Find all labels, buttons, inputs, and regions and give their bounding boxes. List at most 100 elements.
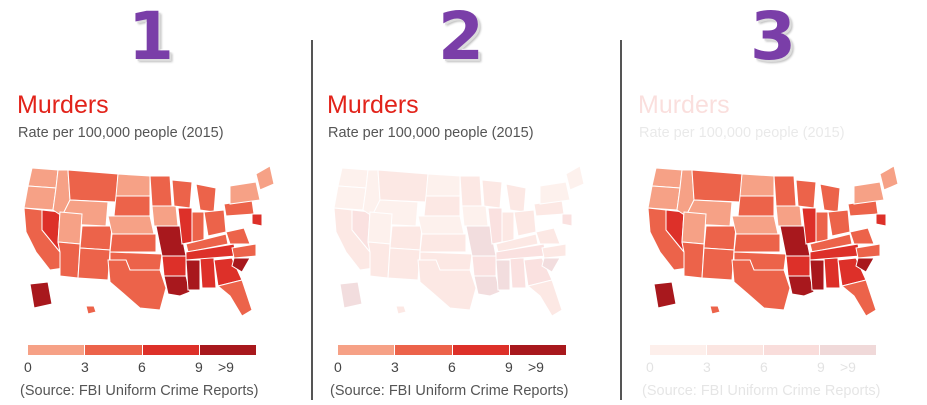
state-shape <box>109 233 157 253</box>
state-shape <box>731 215 779 235</box>
state-shape <box>149 175 173 207</box>
legend-color-bar <box>650 345 876 355</box>
state-shape <box>691 169 743 203</box>
state-shape <box>875 213 887 227</box>
state-shape <box>67 169 119 203</box>
us-choropleth-map <box>333 165 585 317</box>
state-shape <box>362 169 381 217</box>
state-shape <box>651 167 683 189</box>
state-shape <box>787 275 815 297</box>
legend-tick: 3 <box>391 359 399 375</box>
state-shape <box>739 173 775 197</box>
state-shape <box>815 211 829 243</box>
state-shape <box>827 209 851 237</box>
state-shape <box>495 233 539 253</box>
state-shape <box>526 279 563 317</box>
state-shape <box>487 207 503 245</box>
state-shape <box>225 227 251 245</box>
state-shape <box>339 281 363 309</box>
state-shape <box>465 225 497 257</box>
state-shape <box>523 257 553 287</box>
state-shape <box>773 175 797 207</box>
legend-ticks: 0 3 6 9 >9 <box>334 359 578 376</box>
state-shape <box>533 199 565 217</box>
source-note: (Source: FBI Uniform Crime Reports) <box>20 383 259 399</box>
legend-tick: 9 <box>195 359 203 375</box>
state-shape <box>195 183 217 213</box>
state-shape <box>701 247 735 281</box>
state-shape <box>395 305 407 315</box>
legend-bin-gt9 <box>199 345 256 355</box>
legend-bin-6-9 <box>763 345 821 355</box>
legend-bin-0-3 <box>650 345 707 355</box>
state-shape <box>471 255 497 277</box>
legend-tick: 6 <box>138 359 146 375</box>
state-shape <box>419 251 473 271</box>
state-shape <box>57 241 81 279</box>
state-shape <box>495 243 547 261</box>
legend-tick: 9 <box>817 359 825 375</box>
legend-tick: 0 <box>334 359 342 375</box>
state-shape <box>337 167 369 189</box>
state-shape <box>481 179 503 209</box>
map-subtitle: Rate per 100,000 people (2015) <box>18 125 224 141</box>
state-shape <box>539 181 571 205</box>
state-shape <box>561 213 573 227</box>
state-shape <box>819 183 841 213</box>
state-shape <box>371 199 419 227</box>
legend-tick: 0 <box>24 359 32 375</box>
state-shape <box>840 279 877 317</box>
map-subtitle: Rate per 100,000 people (2015) <box>639 125 845 141</box>
state-shape <box>367 211 393 245</box>
state-shape <box>29 281 53 309</box>
state-shape <box>461 205 489 227</box>
state-shape <box>389 225 423 251</box>
state-shape <box>731 259 791 311</box>
state-shape <box>795 179 817 209</box>
legend-bin-0-3 <box>338 345 396 355</box>
state-shape <box>879 165 899 191</box>
legend-color-bar <box>28 345 256 355</box>
legend-bin-gt9 <box>820 345 876 355</box>
state-shape <box>541 257 561 273</box>
state-shape <box>495 259 511 291</box>
state-shape <box>501 211 515 243</box>
state-shape <box>231 257 251 273</box>
panel-number: 3 <box>750 0 796 75</box>
state-shape <box>85 305 97 315</box>
state-shape <box>513 209 537 237</box>
state-shape <box>203 209 227 237</box>
state-shape <box>171 179 193 209</box>
state-shape <box>541 243 567 259</box>
legend-bin-3-6 <box>85 345 143 355</box>
state-shape <box>647 185 681 211</box>
legend-bin-6-9 <box>142 345 200 355</box>
state-shape <box>419 233 467 253</box>
state-shape <box>115 173 151 197</box>
state-shape <box>377 169 429 203</box>
state-shape <box>113 195 151 217</box>
state-shape <box>163 275 191 297</box>
state-shape <box>185 259 201 291</box>
state-shape <box>459 175 483 207</box>
legend-tick: >9 <box>528 359 544 375</box>
legend-ticks: 0 3 6 9 >9 <box>646 359 890 376</box>
us-choropleth-map <box>23 165 275 317</box>
panel-1: 1 Murders Rate per 100,000 people (2015)… <box>0 0 300 405</box>
state-shape <box>703 225 737 251</box>
state-shape <box>849 227 875 245</box>
legend-tick: 3 <box>81 359 89 375</box>
state-shape <box>785 255 811 277</box>
state-shape <box>255 165 275 191</box>
state-shape <box>23 185 57 211</box>
state-shape <box>107 215 155 235</box>
state-shape <box>509 257 527 289</box>
state-shape <box>505 183 527 213</box>
panel-2: 2 Murders Rate per 100,000 people (2015)… <box>310 0 610 405</box>
legend-bin-gt9 <box>509 345 566 355</box>
map-title: Murders <box>327 91 419 119</box>
legend-tick: >9 <box>840 359 856 375</box>
state-shape <box>216 279 253 317</box>
legend-bin-3-6 <box>395 345 453 355</box>
legend-tick: 3 <box>703 359 711 375</box>
